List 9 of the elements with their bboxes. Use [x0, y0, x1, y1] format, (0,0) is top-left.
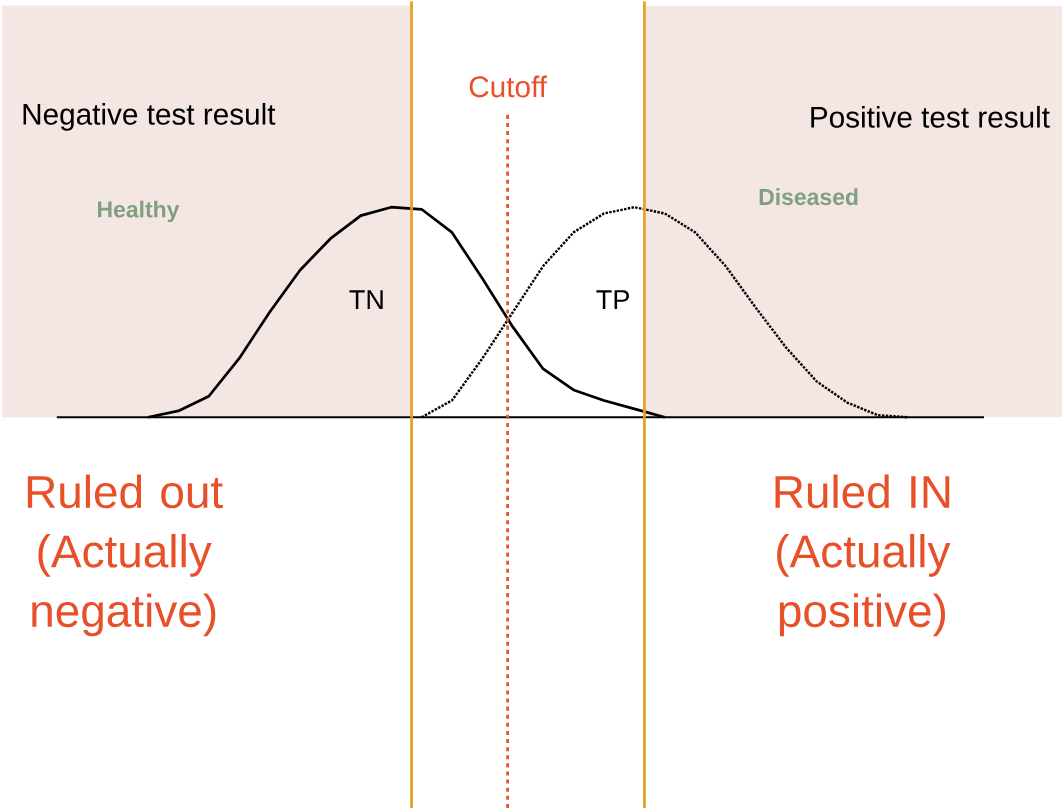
text: Negative test result	[23, 102, 276, 131]
annotation: TN	[349, 290, 383, 309]
text: Positive test result	[811, 105, 1050, 128]
annotation: Healthy	[98, 200, 180, 222]
text: Ruled out (Actually negative)	[27, 474, 223, 637]
annotation: TP	[596, 290, 629, 309]
text: Cutoff	[469, 75, 548, 98]
text: Diseased	[759, 188, 858, 205]
text: Ruled IN (Actually positive)	[775, 474, 951, 637]
